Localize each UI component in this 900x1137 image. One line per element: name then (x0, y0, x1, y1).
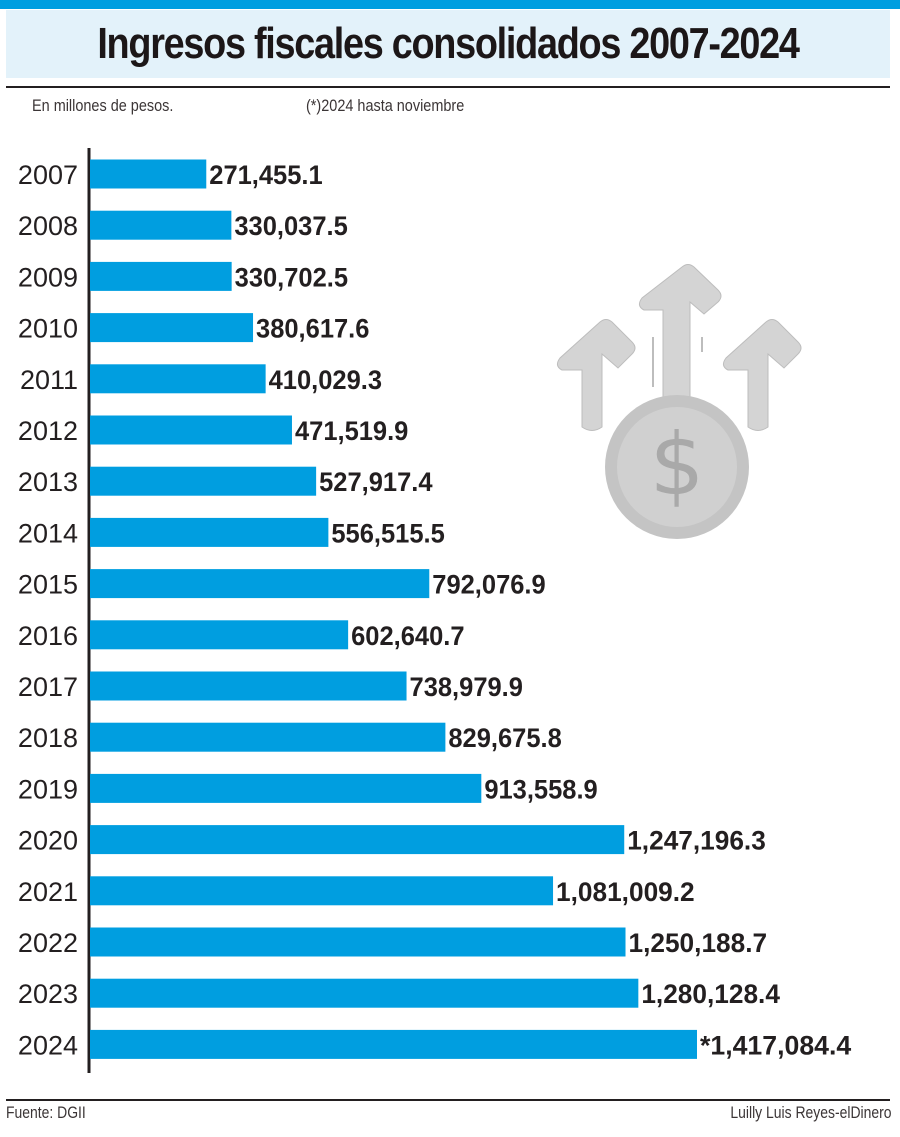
value-label-2017: 738,979.9 (410, 672, 523, 702)
year-label-2011: 2011 (20, 365, 78, 395)
year-label-2019: 2019 (18, 774, 78, 804)
bar-2008 (90, 210, 232, 240)
bar-2023 (90, 978, 639, 1008)
value-label-2016: 602,640.7 (351, 621, 464, 651)
year-label-2018: 2018 (18, 723, 78, 753)
unit-note: En millones de pesos. (32, 96, 174, 115)
year-label-2023: 2023 (18, 979, 78, 1009)
value-label-2012: 471,519.9 (295, 416, 408, 446)
value-label-2013: 527,917.4 (319, 467, 432, 497)
bar-2014 (90, 517, 329, 547)
top-accent-bar (0, 0, 900, 9)
year-label-2021: 2021 (18, 877, 78, 907)
year-label-2012: 2012 (18, 416, 78, 446)
header-rule (6, 86, 890, 88)
value-label-2021: 1,081,009.2 (556, 877, 695, 907)
bar-2018 (90, 722, 446, 752)
bar-2011 (90, 364, 266, 394)
bar-2015 (90, 569, 430, 599)
value-label-2020: 1,247,196.3 (627, 826, 766, 856)
dollar-sign: $ (650, 415, 705, 515)
year-label-2008: 2008 (18, 211, 78, 241)
value-label-2015: 792,076.9 (432, 570, 545, 600)
chart-title: Ingresos fiscales consolidados 2007-2024 (97, 19, 800, 68)
year-label-2024: 2024 (18, 1030, 78, 1060)
bar-2013 (90, 466, 317, 496)
year-label-2007: 2007 (18, 160, 78, 190)
bar-2022 (90, 927, 626, 957)
bar-2012 (90, 415, 292, 445)
bar-2024 (90, 1029, 697, 1059)
value-label-2023: 1,280,128.4 (641, 979, 780, 1009)
title-band: Ingresos fiscales consolidados 2007-2024 (6, 10, 890, 78)
right-arrow (722, 319, 802, 431)
bar-2009 (90, 261, 232, 291)
value-label-2010: 380,617.6 (256, 314, 369, 344)
footnote: (*)2024 hasta noviembre (306, 96, 465, 115)
value-label-2018: 829,675.8 (448, 723, 561, 753)
source-note: Fuente: DGII (6, 1103, 86, 1122)
credit-note: Luilly Luis Reyes-elDinero (730, 1103, 892, 1122)
bar-2007 (90, 159, 207, 189)
center-arrow (638, 264, 722, 403)
bar-2017 (90, 671, 407, 701)
bar-2021 (90, 876, 554, 906)
value-label-2022: 1,250,188.7 (629, 928, 768, 958)
year-label-2010: 2010 (18, 314, 78, 344)
dollar-coin-arrows-up-icon: $ (540, 262, 820, 552)
value-label-2008: 330,037.5 (234, 211, 347, 241)
bar-2020 (90, 825, 625, 855)
footer-rule (6, 1099, 890, 1101)
year-label-2022: 2022 (18, 928, 78, 958)
year-label-2017: 2017 (18, 672, 78, 702)
bars-group: 2007 271,455.1 2008 330,037.5 2009 330,702.5 2… (18, 159, 851, 1060)
bar-2019 (90, 773, 482, 803)
value-label-2011: 410,029.3 (269, 365, 382, 395)
year-label-2020: 2020 (18, 826, 78, 856)
value-label-2024: *1,417,084.4 (700, 1030, 851, 1060)
year-label-2013: 2013 (18, 467, 78, 497)
bar-2010 (90, 313, 254, 343)
value-label-2009: 330,702.5 (235, 262, 348, 292)
value-label-2019: 913,558.9 (484, 774, 597, 804)
year-label-2009: 2009 (18, 262, 78, 292)
coin-inner (617, 407, 737, 527)
year-label-2016: 2016 (18, 621, 78, 651)
bar-2016 (90, 620, 349, 650)
left-arrow (556, 319, 636, 431)
year-label-2014: 2014 (18, 518, 78, 548)
value-label-2007: 271,455.1 (209, 160, 322, 190)
value-label-2014: 556,515.5 (331, 518, 444, 548)
year-label-2015: 2015 (18, 570, 78, 600)
